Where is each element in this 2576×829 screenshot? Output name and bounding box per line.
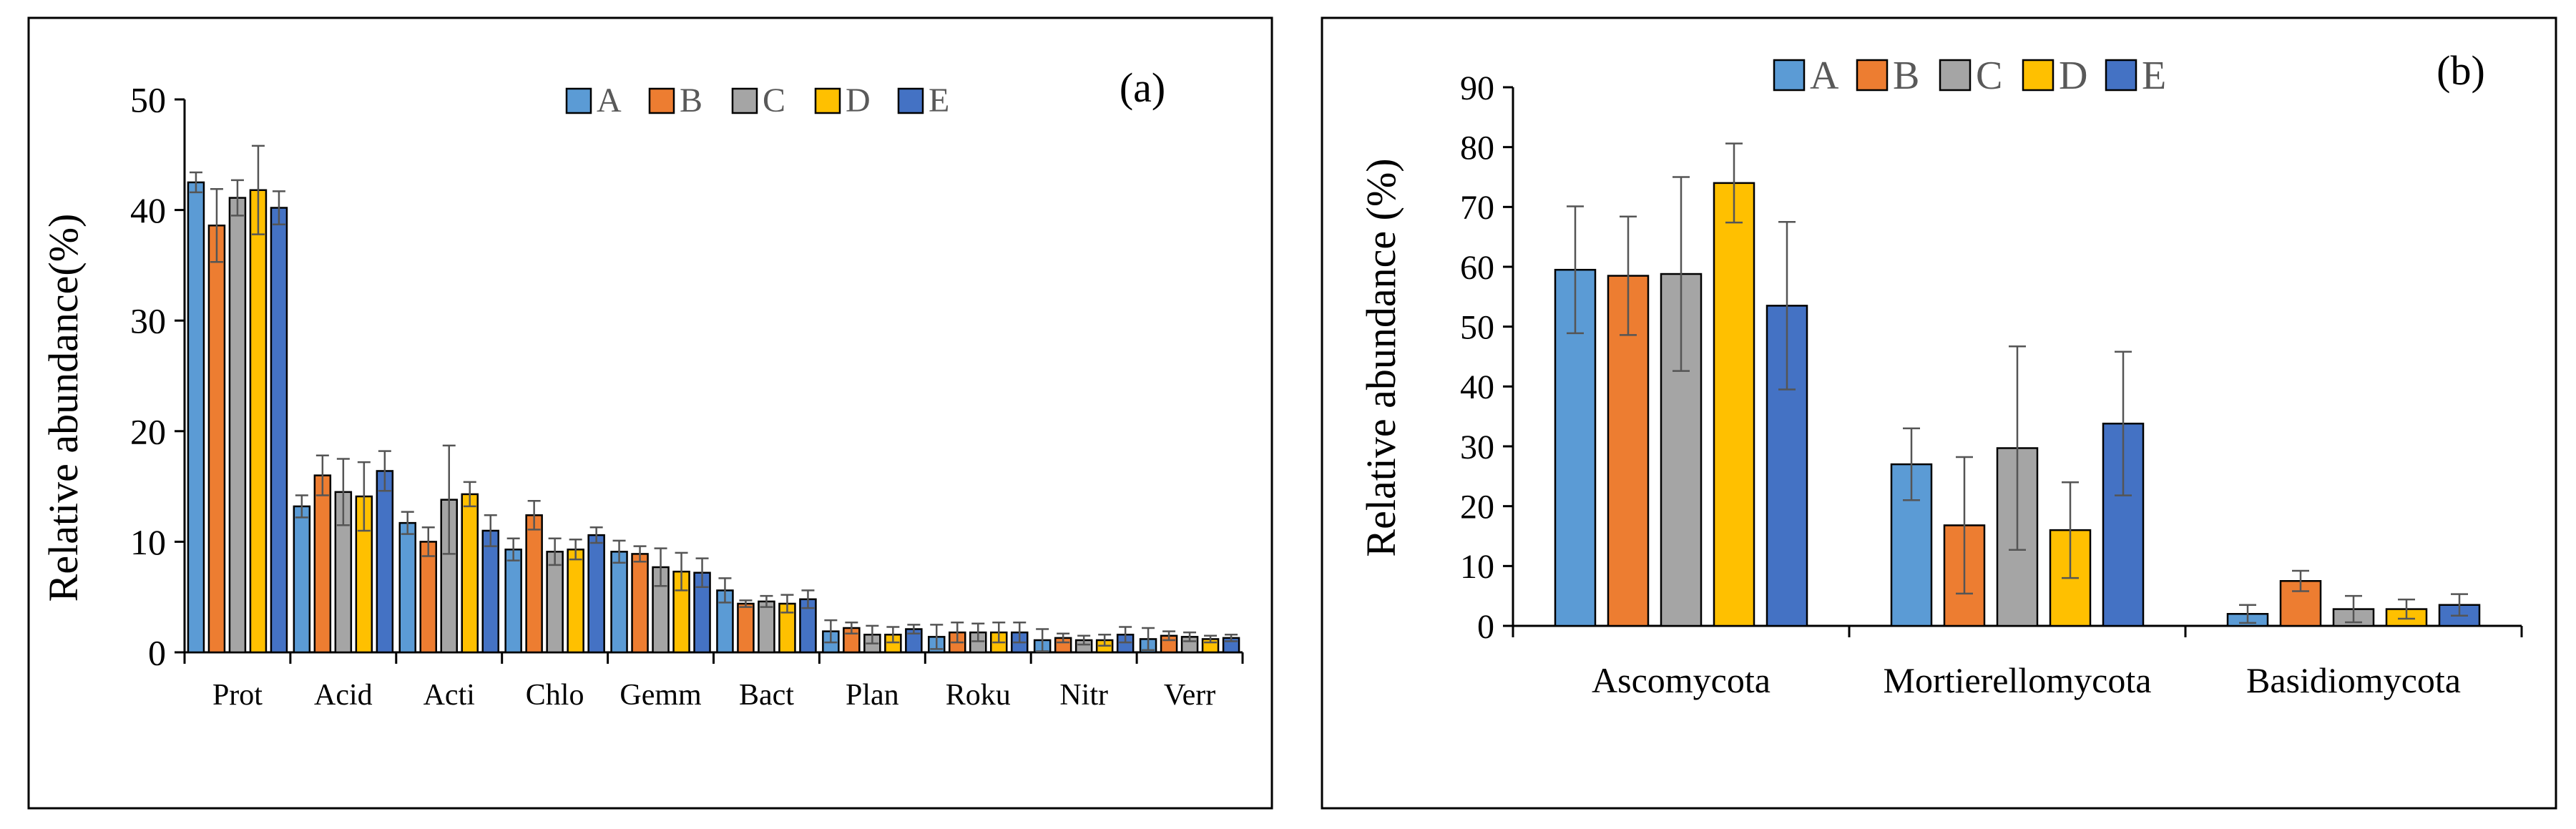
x-category-label: Nitr [1059, 679, 1108, 712]
bar-c [228, 197, 247, 654]
legend-swatch-d [814, 87, 841, 114]
bar-c [546, 551, 564, 654]
bar-b [737, 602, 755, 654]
y-tick-label: 30 [130, 301, 166, 341]
panel-a-bars [187, 144, 1240, 654]
y-tick-label: 50 [130, 80, 166, 120]
legend-swatch-e [897, 87, 924, 114]
y-tick-label: 0 [148, 633, 166, 673]
y-tick-label: 90 [1460, 69, 1494, 107]
bar-a [398, 521, 416, 654]
bar-e [587, 534, 605, 654]
x-category-label: Basidiomycota [2246, 660, 2461, 700]
y-tick-label: 20 [130, 411, 166, 451]
y-tick-label: 30 [1460, 428, 1494, 466]
panel-b-y-axis-label: Relative abundance (%) [1358, 158, 1404, 556]
legend-label-c: C [763, 82, 785, 119]
x-category-label: Acid [314, 679, 373, 712]
legend-swatch-e [2105, 59, 2137, 92]
y-tick-label: 70 [1460, 189, 1494, 227]
x-category-label: Plan [846, 679, 899, 712]
x-category-label: Prot [212, 679, 263, 712]
y-tick-label: 40 [1460, 368, 1494, 406]
legend-label-d: D [846, 82, 871, 119]
legend-label-b: B [680, 82, 702, 119]
bar-d [1713, 182, 1755, 627]
bar-e [270, 207, 288, 654]
panel-a-label: (a) [1120, 64, 1165, 111]
bar-e [481, 529, 499, 654]
x-category-label: Mortierellomycota [1884, 660, 2152, 700]
legend-label-d: D [2059, 54, 2087, 98]
x-category-label: Chlo [526, 679, 584, 712]
legend-swatch-c [731, 87, 758, 114]
y-tick-label: 50 [1460, 308, 1494, 346]
legend-swatch-a [565, 87, 592, 114]
bar-b [631, 553, 649, 654]
panel-b-legend: A B C D E [1773, 54, 2166, 98]
x-category-label: Ascomycota [1592, 660, 1771, 700]
panel-a-legend: A B C D E [565, 82, 949, 119]
legend-label-b: B [1893, 54, 1919, 98]
legend-swatch-c [1939, 59, 1972, 92]
panel-b-label: (b) [2437, 47, 2485, 94]
bar-d [461, 493, 479, 654]
x-category-label: Bact [739, 679, 794, 712]
bar-a [504, 548, 522, 654]
panel-b-bar-chart: Relative abundance (%) (b) 0 10 20 30 40 50 60… [1321, 16, 2557, 810]
bar-a [610, 551, 628, 654]
bar-b [313, 474, 332, 654]
y-tick-label: 60 [1460, 249, 1494, 287]
bar-b [419, 541, 437, 654]
bar-a [293, 505, 311, 654]
bar-d [567, 548, 584, 654]
legend-label-a: A [1810, 54, 1839, 98]
panel-a-y-axis-label: Relative abundance(%) [40, 214, 87, 602]
legend-label-a: A [597, 82, 622, 119]
legend-label-c: C [1976, 54, 2002, 98]
legend-label-e: E [2142, 54, 2166, 98]
panel-a-bar-chart: Relative abundance(%) (a) 0 10 20 30 40 50 Pro… [27, 16, 1273, 810]
y-tick-label: 0 [1477, 608, 1494, 646]
panel-b-bars [1554, 142, 2481, 627]
bar-b [207, 224, 226, 654]
legend-swatch-d [2022, 59, 2055, 92]
y-tick-label: 20 [1460, 488, 1494, 526]
x-category-label: Verr [1164, 679, 1215, 712]
y-tick-label: 10 [130, 522, 166, 562]
bar-a [187, 181, 205, 654]
legend-swatch-b [1856, 59, 1889, 92]
legend-swatch-a [1773, 59, 1806, 92]
bar-c [758, 600, 775, 654]
y-tick-label: 80 [1460, 129, 1494, 167]
y-tick-label: 40 [130, 190, 166, 230]
x-category-label: Roku [946, 679, 1011, 712]
bar-b [525, 514, 543, 654]
legend-label-e: E [929, 82, 949, 119]
panel-b-frame [1321, 16, 2557, 810]
legend-swatch-b [648, 87, 675, 114]
x-category-label: Gemm [619, 679, 702, 712]
bar-d [249, 189, 268, 654]
bar-e [376, 470, 394, 654]
x-category-label: Acti [423, 679, 475, 712]
y-tick-label: 10 [1460, 548, 1494, 586]
